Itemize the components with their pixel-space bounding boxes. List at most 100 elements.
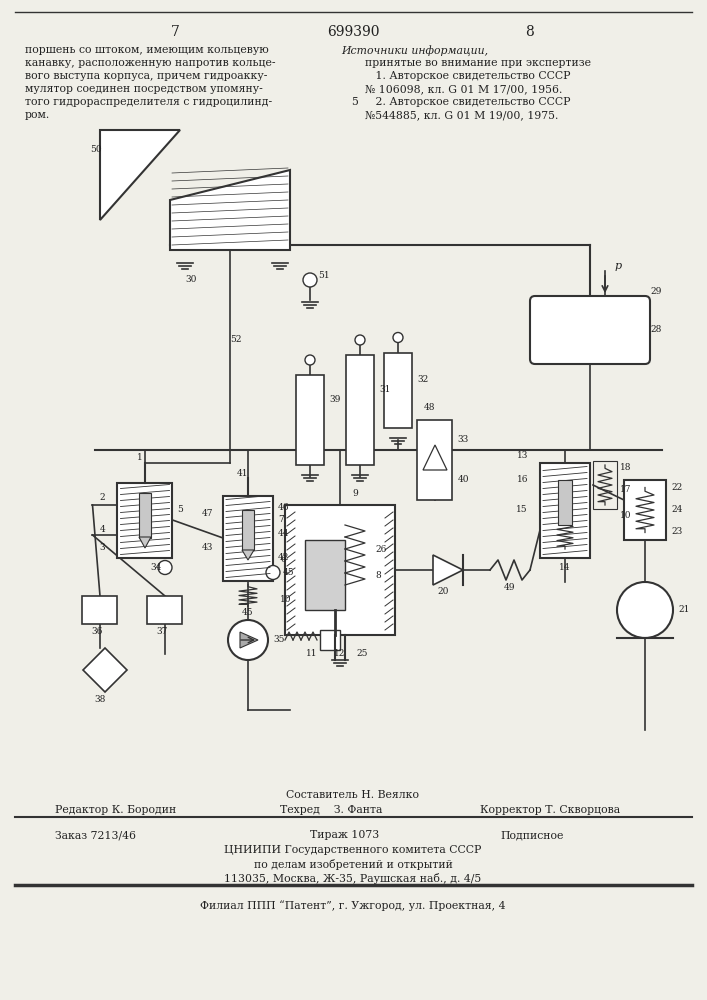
Text: 50: 50 (90, 145, 102, 154)
Text: 10: 10 (620, 510, 631, 520)
Polygon shape (423, 445, 447, 470)
Text: 14: 14 (559, 563, 571, 572)
Text: 30: 30 (185, 275, 197, 284)
Text: 18: 18 (620, 464, 631, 473)
Bar (117, 483, 173, 558)
Text: 49: 49 (504, 584, 515, 592)
Bar (305, 540, 345, 610)
Text: Техред    З. Фанта: Техред З. Фанта (280, 805, 382, 815)
Text: 3: 3 (100, 544, 105, 552)
Text: 37: 37 (156, 628, 168, 637)
Text: ЦНИИПИ Государственного комитета СССР: ЦНИИПИ Государственного комитета СССР (224, 845, 481, 855)
Circle shape (158, 560, 172, 574)
FancyBboxPatch shape (530, 296, 650, 364)
Polygon shape (139, 537, 151, 548)
Text: 24: 24 (671, 506, 682, 514)
Text: 7: 7 (170, 25, 180, 39)
Circle shape (228, 620, 268, 660)
Text: по делам изобретений и открытий: по делам изобретений и открытий (254, 859, 452, 870)
Bar (296, 375, 324, 465)
Text: 1. Авторское свидетельство СССР: 1. Авторское свидетельство СССР (365, 71, 571, 81)
Text: Подписное: Подписное (500, 830, 563, 840)
Text: 6: 6 (280, 556, 286, 564)
Text: 35: 35 (273, 636, 284, 645)
Text: 113035, Москва, Ж-35, Раушская наб., д. 4/5: 113035, Москва, Ж-35, Раушская наб., д. … (224, 873, 481, 884)
Text: 2: 2 (100, 493, 105, 502)
Text: 29: 29 (650, 286, 661, 296)
Text: 7: 7 (278, 516, 284, 524)
Bar (346, 355, 374, 465)
Text: 8: 8 (525, 25, 534, 39)
Text: 21: 21 (678, 605, 689, 614)
Text: вого выступа корпуса, причем гидроакку-: вого выступа корпуса, причем гидроакку- (25, 71, 267, 81)
Text: 10: 10 (280, 595, 291, 604)
Bar (384, 353, 412, 428)
Bar (148, 596, 182, 624)
Text: Заказ 7213/46: Заказ 7213/46 (55, 830, 136, 840)
Text: 33: 33 (457, 436, 469, 444)
Text: Корректор Т. Скворцова: Корректор Т. Скворцова (480, 805, 620, 815)
Bar (540, 462, 590, 558)
Text: 12: 12 (334, 648, 346, 658)
Text: 47: 47 (201, 508, 213, 518)
Polygon shape (240, 632, 258, 648)
Text: 31: 31 (379, 385, 390, 394)
Text: канавку, расположенную напротив кольце-: канавку, расположенную напротив кольце- (25, 58, 276, 68)
Text: 5: 5 (351, 97, 358, 107)
Circle shape (393, 332, 403, 342)
Text: 17: 17 (620, 486, 631, 494)
Polygon shape (433, 555, 463, 585)
Text: 13: 13 (517, 450, 528, 460)
Polygon shape (242, 550, 254, 560)
Text: № 106098, кл. G 01 М 17/00, 1956.: № 106098, кл. G 01 М 17/00, 1956. (365, 84, 562, 94)
Text: 22: 22 (671, 484, 682, 492)
Text: 23: 23 (671, 528, 682, 536)
Text: 45: 45 (283, 568, 295, 577)
Circle shape (266, 566, 280, 580)
Text: 42: 42 (278, 554, 289, 562)
Bar (593, 461, 617, 509)
Bar (320, 630, 340, 650)
Text: 44: 44 (278, 528, 289, 538)
Polygon shape (170, 170, 290, 250)
Text: 41: 41 (238, 469, 249, 478)
Text: Филиал ППП “Патент”, г. Ужгород, ул. Проектная, 4: Филиал ППП “Патент”, г. Ужгород, ул. Про… (200, 900, 506, 911)
Text: 36: 36 (91, 628, 103, 637)
Polygon shape (83, 648, 127, 692)
Text: принятые во внимание при экспертизе: принятые во внимание при экспертизе (365, 58, 591, 68)
Polygon shape (100, 130, 180, 220)
Text: 20: 20 (438, 587, 449, 596)
Bar (223, 495, 273, 580)
Circle shape (303, 273, 317, 287)
Text: ром.: ром. (25, 110, 50, 120)
Text: 699390: 699390 (327, 25, 379, 39)
Text: поршень со штоком, имеющим кольцевую: поршень со штоком, имеющим кольцевую (25, 45, 269, 55)
Bar (83, 596, 117, 624)
Bar (624, 480, 666, 540)
Text: p: p (615, 261, 622, 271)
Text: 9: 9 (352, 488, 358, 497)
Text: 48: 48 (424, 403, 436, 412)
Text: 43: 43 (201, 544, 213, 552)
Text: Редактор К. Бородин: Редактор К. Бородин (55, 805, 176, 815)
Text: 45: 45 (243, 608, 254, 617)
Text: 15: 15 (516, 506, 528, 514)
Text: того гидрораспределителя с гидроцилинд-: того гидрораспределителя с гидроцилинд- (25, 97, 272, 107)
Bar (242, 510, 254, 550)
Text: 32: 32 (417, 375, 428, 384)
Text: 26: 26 (375, 546, 386, 554)
Text: 40: 40 (457, 476, 469, 485)
Text: 39: 39 (329, 395, 340, 404)
Text: мулятор соединен посредством упомяну-: мулятор соединен посредством упомяну- (25, 84, 263, 94)
Text: 25: 25 (356, 648, 368, 658)
Text: 28: 28 (650, 326, 661, 334)
Bar (558, 480, 572, 524)
Circle shape (305, 355, 315, 365)
Text: 52: 52 (230, 336, 242, 344)
Text: 11: 11 (306, 648, 317, 658)
Text: №544885, кл. G 01 М 19/00, 1975.: №544885, кл. G 01 М 19/00, 1975. (365, 110, 559, 120)
Bar (139, 492, 151, 538)
Text: 2. Авторское свидетельство СССР: 2. Авторское свидетельство СССР (365, 97, 571, 107)
Bar (285, 505, 395, 635)
Circle shape (355, 335, 365, 345)
